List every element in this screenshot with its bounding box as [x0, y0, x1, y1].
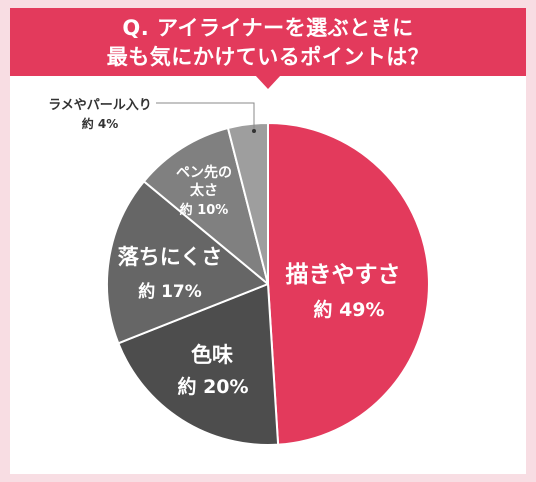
- slice-value-2: 約 20%: [177, 375, 248, 398]
- slice-value-5: 約 4%: [82, 116, 119, 131]
- slice-label-4-line-2: 太さ: [190, 182, 218, 199]
- leader-dot: [252, 129, 256, 133]
- slice-value-3: 約 17%: [138, 281, 202, 302]
- slice-value-1: 約 49%: [313, 298, 384, 321]
- slice-label-2: 色味: [191, 343, 233, 367]
- pie-slice-1: [267, 122, 430, 446]
- question-title-line-2: 最も気にかけているポイントは？: [106, 45, 430, 69]
- slice-label-3: 落ちにくさ: [118, 245, 223, 269]
- leader-line: [156, 102, 255, 131]
- pie-slice-5: [226, 122, 269, 285]
- slice-label-4-line-1: ペン先の: [176, 164, 232, 181]
- slice-label-5: ラメやパール入り: [48, 98, 152, 113]
- question-title-line-1: Q. アイライナーを選ぶときに: [122, 16, 414, 40]
- question-header: [10, 8, 526, 76]
- header-pointer: [255, 75, 281, 89]
- pie-slice-2: [117, 283, 280, 446]
- slice-value-4: 約 10%: [180, 202, 229, 218]
- pie-slice-3: [106, 180, 269, 345]
- slice-label-1: 描きやすさ: [286, 262, 401, 288]
